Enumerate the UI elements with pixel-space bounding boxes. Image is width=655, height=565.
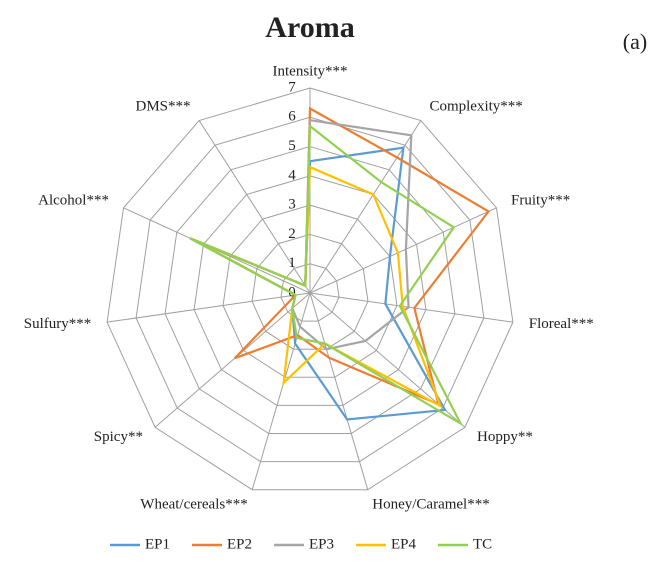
series-line xyxy=(192,118,413,351)
category-label: DMS*** xyxy=(136,99,191,115)
spoke xyxy=(309,120,422,294)
legend-label: EP2 xyxy=(227,536,252,552)
spoke xyxy=(198,120,311,294)
grid-ring xyxy=(193,175,427,406)
category-label: Intensity*** xyxy=(273,63,348,79)
spoke xyxy=(154,292,311,428)
category-label: Honey/Caramel*** xyxy=(372,496,489,512)
category-label: Spicy** xyxy=(94,429,143,445)
panel-label: (a) xyxy=(623,29,647,54)
category-label: Wheat/cereals*** xyxy=(140,496,247,512)
spoke xyxy=(251,292,311,490)
r-tick-label: 6 xyxy=(288,109,296,125)
r-tick-label: 3 xyxy=(288,197,296,213)
series-line xyxy=(189,123,464,427)
spoke xyxy=(309,292,369,490)
category-label: Hoppy** xyxy=(477,429,533,445)
category-label: Fruity*** xyxy=(511,193,570,209)
chart-title: Aroma xyxy=(265,11,354,44)
grid-ring xyxy=(135,116,485,463)
series-line xyxy=(192,165,443,409)
grid-ring xyxy=(280,263,340,322)
r-tick-label: 1 xyxy=(288,255,296,271)
r-tick-label: 5 xyxy=(288,138,296,154)
legend-label: EP3 xyxy=(309,536,334,552)
category-label: Sulfury*** xyxy=(24,316,92,332)
spoke xyxy=(107,292,311,323)
grid-ring xyxy=(164,146,456,434)
r-tick-label: 4 xyxy=(288,167,296,183)
category-label: Complexity*** xyxy=(429,99,522,115)
legend-label: TC xyxy=(473,536,492,552)
legend-label: EP4 xyxy=(391,536,417,552)
spoke xyxy=(309,207,497,294)
grid-ring xyxy=(106,87,514,491)
grid-ring xyxy=(251,233,369,350)
r-tick-label: 2 xyxy=(288,226,296,242)
legend-label: EP1 xyxy=(145,536,170,552)
series-line xyxy=(192,106,491,407)
grid-ring xyxy=(222,204,398,378)
spoke xyxy=(309,292,513,323)
r-tick-label: 7 xyxy=(288,79,296,95)
category-label: Alcohol*** xyxy=(38,193,109,209)
category-label: Floreal*** xyxy=(529,316,594,332)
